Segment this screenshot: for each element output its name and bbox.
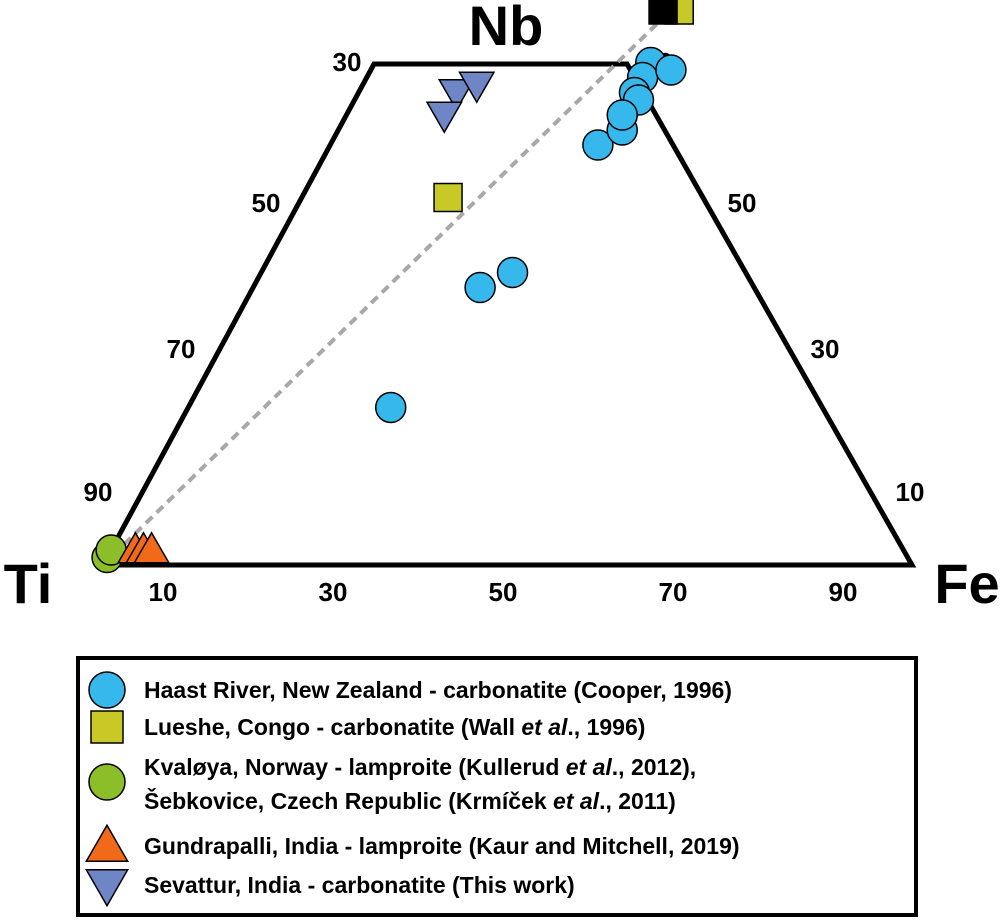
legend-marker-0	[88, 671, 126, 709]
legend: Haast River, New Zealand - carbonatite (…	[85, 671, 740, 908]
tick-bottom-70: 70	[659, 577, 688, 607]
data-point-0-7	[606, 99, 639, 131]
data-points-layer	[91, 0, 694, 574]
data-point-4-1	[425, 101, 463, 134]
tick-bottom-50: 50	[489, 577, 518, 607]
apex-label-right: Fe	[934, 552, 999, 615]
legend-label-4: Sevattur, India - carbonatite (This work…	[144, 872, 575, 898]
trapezoid-frame	[98, 61, 917, 568]
data-point-3-2	[133, 531, 171, 564]
legend-marker-3	[85, 823, 129, 863]
series-2	[91, 534, 127, 574]
tick-right-50: 50	[728, 188, 757, 218]
legend-label-2-0: Kvaløya, Norway - lamproite (Kullerud et…	[144, 754, 696, 780]
data-point-4-0	[437, 79, 476, 112]
tick-left-70: 70	[167, 334, 196, 364]
reference-line-layer	[101, 8, 673, 567]
legend-marker-4	[85, 868, 129, 908]
apex-label-left: Ti	[4, 552, 53, 615]
legend-box	[76, 656, 918, 917]
data-point-0-8	[496, 256, 529, 289]
data-point-0-2	[655, 54, 687, 86]
legend-label-2-1: Šebkovice, Czech Republic (Krmíček et al…	[144, 787, 676, 814]
tick-right-30: 30	[811, 334, 840, 364]
series-0	[374, 46, 687, 424]
tick-bottom-10: 10	[149, 577, 178, 607]
data-point-0-5	[582, 129, 614, 161]
tick-bottom-90: 90	[829, 577, 858, 607]
tick-bottom-30: 30	[319, 577, 348, 607]
data-point-5-0	[648, 0, 678, 25]
reference-line	[101, 8, 673, 567]
tick-left-90: 90	[84, 477, 113, 507]
series-5	[648, 0, 678, 25]
data-point-0-9	[464, 271, 496, 304]
data-point-1-1	[433, 182, 463, 213]
legend-marker-2	[88, 763, 126, 801]
data-point-4-2	[458, 71, 496, 104]
series-3	[116, 531, 171, 564]
legend-label-3: Gundrapalli, India - lamproite (Kaur and…	[144, 833, 740, 859]
tick-left-50: 50	[252, 188, 281, 218]
apex-label-top: Nb	[469, 0, 544, 57]
data-point-0-10	[374, 391, 407, 424]
legend-marker-1	[90, 710, 124, 744]
tick-right-10: 10	[896, 477, 925, 507]
tick-top-left: 30	[333, 47, 362, 77]
legend-label-0: Haast River, New Zealand - carbonatite (…	[144, 677, 732, 703]
series-4	[425, 71, 496, 134]
legend-label-1: Lueshe, Congo - carbonatite (Wall et al.…	[144, 714, 645, 740]
